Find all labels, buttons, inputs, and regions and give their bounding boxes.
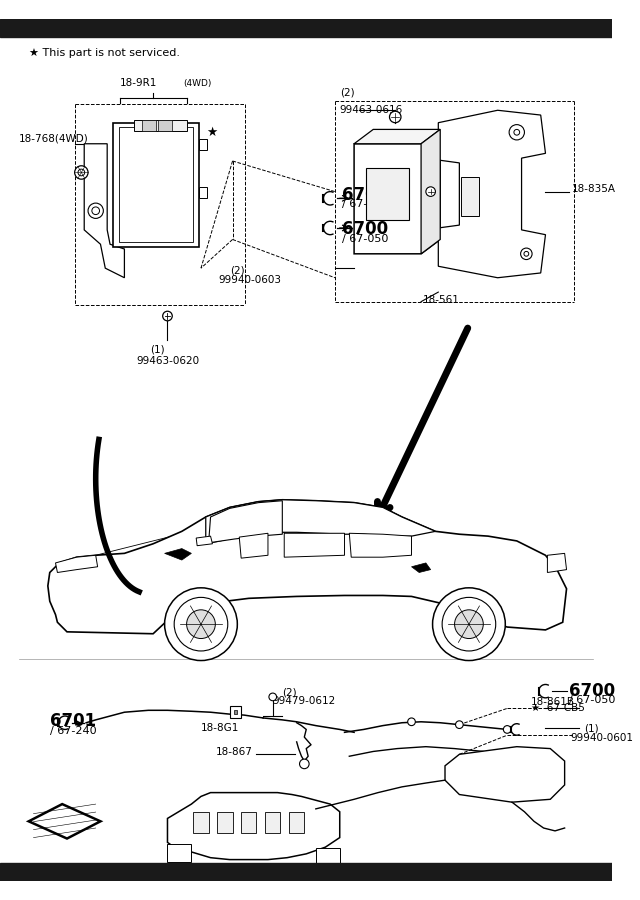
Circle shape xyxy=(433,588,506,661)
Circle shape xyxy=(408,718,415,725)
Text: 18-867: 18-867 xyxy=(215,747,252,757)
Text: ★ This part is not serviced.: ★ This part is not serviced. xyxy=(29,48,180,58)
Text: ★  67-CB5: ★ 67-CB5 xyxy=(531,704,585,714)
Bar xyxy=(217,812,232,833)
Polygon shape xyxy=(164,549,191,560)
Polygon shape xyxy=(48,500,566,634)
Circle shape xyxy=(456,721,463,728)
Bar xyxy=(134,120,187,131)
Text: (2): (2) xyxy=(230,266,244,275)
Text: / 67-050: / 67-050 xyxy=(570,695,616,705)
Bar xyxy=(141,120,156,131)
Bar xyxy=(0,863,612,880)
Text: (1): (1) xyxy=(584,724,598,733)
Polygon shape xyxy=(349,534,412,557)
Bar xyxy=(265,812,280,833)
Text: 6701: 6701 xyxy=(50,712,96,730)
Bar xyxy=(0,20,612,37)
Text: (2): (2) xyxy=(340,88,355,98)
Text: 18-561: 18-561 xyxy=(423,295,460,305)
Circle shape xyxy=(509,124,524,140)
Text: 99940-0601: 99940-0601 xyxy=(570,734,634,743)
Text: 6700: 6700 xyxy=(342,220,388,238)
Text: (4WD): (4WD) xyxy=(184,79,212,88)
Bar xyxy=(199,139,207,150)
Bar xyxy=(230,706,241,718)
Polygon shape xyxy=(196,536,212,545)
Circle shape xyxy=(454,610,483,638)
Polygon shape xyxy=(209,500,282,543)
Text: / 67-050: / 67-050 xyxy=(342,199,388,210)
Circle shape xyxy=(269,693,276,701)
Text: 18-768(4WD): 18-768(4WD) xyxy=(19,134,89,144)
Bar xyxy=(316,848,340,865)
Polygon shape xyxy=(354,130,440,144)
Text: 6700: 6700 xyxy=(342,186,388,204)
Circle shape xyxy=(75,166,88,179)
Polygon shape xyxy=(284,534,344,557)
Bar xyxy=(289,812,305,833)
Text: 18-835A: 18-835A xyxy=(572,184,615,194)
Text: / 67-240: / 67-240 xyxy=(50,725,97,735)
Bar xyxy=(158,120,172,131)
Circle shape xyxy=(300,759,309,769)
Text: 99479-0612: 99479-0612 xyxy=(273,696,336,706)
Polygon shape xyxy=(547,554,566,572)
Bar xyxy=(241,812,257,833)
Bar xyxy=(118,128,193,242)
Polygon shape xyxy=(56,555,98,572)
Circle shape xyxy=(78,169,84,176)
Polygon shape xyxy=(168,793,340,860)
Polygon shape xyxy=(412,562,431,572)
Circle shape xyxy=(88,203,103,219)
Polygon shape xyxy=(438,111,545,278)
Polygon shape xyxy=(445,747,564,802)
Bar xyxy=(193,812,209,833)
Polygon shape xyxy=(205,500,435,544)
Polygon shape xyxy=(421,130,440,254)
Circle shape xyxy=(514,130,520,135)
Bar xyxy=(365,167,408,220)
Bar xyxy=(168,844,191,861)
Polygon shape xyxy=(29,804,100,839)
Circle shape xyxy=(164,588,237,661)
Polygon shape xyxy=(239,534,268,558)
Circle shape xyxy=(426,187,435,196)
Text: ★: ★ xyxy=(205,126,217,139)
Text: 18-9R1: 18-9R1 xyxy=(120,78,157,88)
Bar xyxy=(113,122,199,248)
Text: (1): (1) xyxy=(150,345,165,355)
Circle shape xyxy=(504,725,511,734)
Circle shape xyxy=(92,207,100,214)
Circle shape xyxy=(442,598,496,651)
Circle shape xyxy=(187,610,215,638)
Text: 99463-0620: 99463-0620 xyxy=(137,356,200,366)
Text: FWD: FWD xyxy=(51,817,77,827)
Circle shape xyxy=(174,598,228,651)
Bar xyxy=(199,187,207,198)
Text: 99463-0616: 99463-0616 xyxy=(340,105,403,115)
Bar xyxy=(234,710,237,714)
Circle shape xyxy=(390,112,401,122)
Bar xyxy=(461,177,479,215)
Text: 99940-0603: 99940-0603 xyxy=(218,274,281,284)
Text: 6700: 6700 xyxy=(570,681,616,699)
Text: (2): (2) xyxy=(282,688,297,698)
Text: / 67-050: / 67-050 xyxy=(342,234,388,244)
Text: 18-8G1: 18-8G1 xyxy=(201,723,239,733)
Polygon shape xyxy=(354,130,440,254)
Circle shape xyxy=(524,251,529,256)
Circle shape xyxy=(520,248,532,259)
Polygon shape xyxy=(84,144,124,278)
Circle shape xyxy=(163,311,172,320)
Text: 18-861B: 18-861B xyxy=(531,697,575,706)
